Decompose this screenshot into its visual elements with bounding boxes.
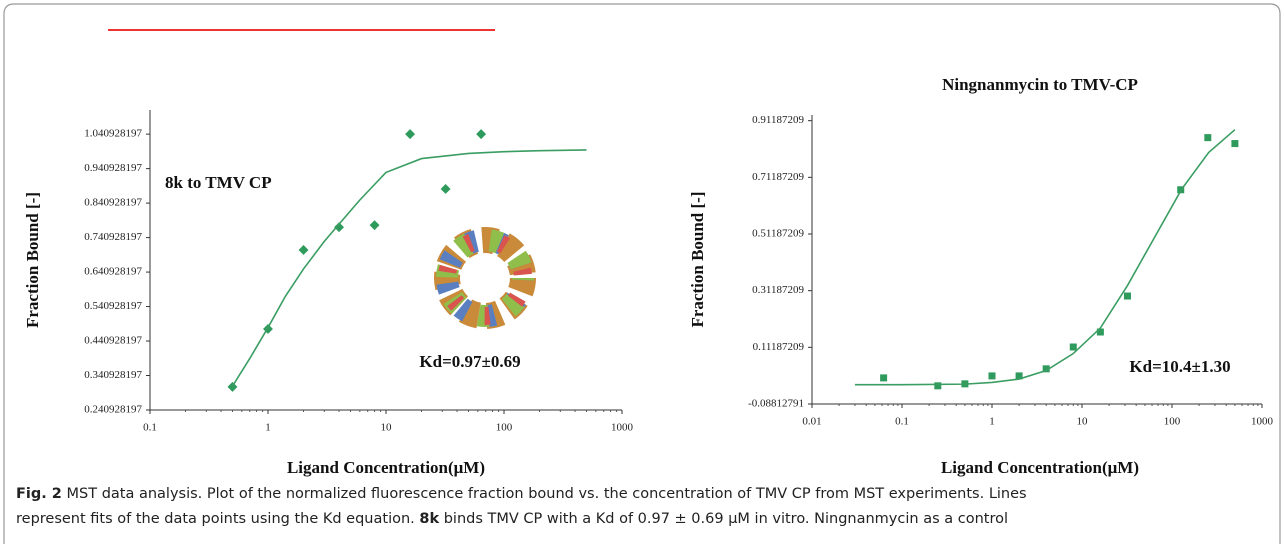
data-point [405,129,416,140]
frame [3,3,1281,544]
x-tick-label: 100 [496,422,513,434]
data-point [1231,140,1239,148]
data-point [227,381,238,392]
data-point [1096,328,1104,336]
annotation: Kd=0.97±0.69 [419,352,520,371]
y-tick-label: 1.040928197 [84,128,142,140]
y-tick-label: 0.940928197 [84,162,142,174]
x-tick-label: 10 [381,422,393,434]
chart-title: 8k to TMV CP [165,173,272,192]
x-tick-label: 0.01 [802,416,821,428]
x-tick-label: 1 [265,422,271,434]
x-tick-label: 1000 [1251,416,1274,428]
fit-line [854,129,1236,386]
chart-title: Ningnanmycin to TMV-CP [942,75,1138,94]
data-point [1123,292,1131,300]
data-point [880,374,888,382]
y-axis-label: Fraction Bound [-] [688,192,707,328]
y-tick-label: 0.51187209 [752,228,804,240]
y-tick-label: 0.240928197 [84,404,142,416]
x-tick-label: 0.1 [143,422,157,434]
caption-label: Fig. 2 [16,486,62,502]
ring [438,231,532,325]
x-tick-label: 10 [1077,416,1089,428]
data-point [369,220,380,231]
data-point [440,183,451,194]
data-point [298,245,309,255]
data-point [1015,372,1023,380]
data-point [476,129,487,140]
data-point [1204,134,1212,142]
y-tick-label: 0.840928197 [84,197,142,209]
annotation: Kd=10.4±1.30 [1129,357,1230,376]
data-point [334,222,344,233]
y-tick-label: 0.31187209 [752,284,804,296]
x-tick-label: 1000 [611,422,634,434]
y-axis-label: Fraction Bound [-] [23,192,42,328]
y-tick-label: 0.11187209 [753,341,805,353]
protein-image [434,227,536,329]
caption-text: MST data analysis. Plot of the normalize… [67,486,1027,502]
caption-bold: 8k [419,511,439,527]
y-tick-label: 0.740928197 [84,231,142,243]
fit-line [231,149,587,387]
data-point [1042,365,1050,373]
y-tick-label: -0.08812791 [748,398,804,410]
x-tick-label: 100 [1164,416,1181,428]
y-tick-label: 0.340928197 [84,369,142,381]
y-tick-label: 0.91187209 [752,114,804,126]
caption-text: binds TMV CP with a Kd of 0.97 ± 0.69 μM… [444,511,1008,527]
y-tick-label: 0.540928197 [84,300,142,312]
x-tick-label: 0.1 [895,416,909,428]
y-tick-label: 0.440928197 [84,335,142,347]
caption-line: Fig. 2 MST data analysis. Plot of the no… [16,486,1027,502]
caption-text: represent fits of the data points using … [16,511,415,527]
caption-line: represent fits of the data points using … [16,511,1008,527]
data-point [1069,343,1077,351]
x-axis-label: Ligand Concentration(μM) [287,458,485,477]
data-point [934,382,942,390]
y-tick-label: 0.71187209 [752,171,804,183]
x-tick-label: 1 [989,416,995,428]
x-axis-label: Ligand Concentration(μM) [941,458,1139,477]
y-tick-label: 0.640928197 [84,266,142,278]
data-point [988,372,996,380]
